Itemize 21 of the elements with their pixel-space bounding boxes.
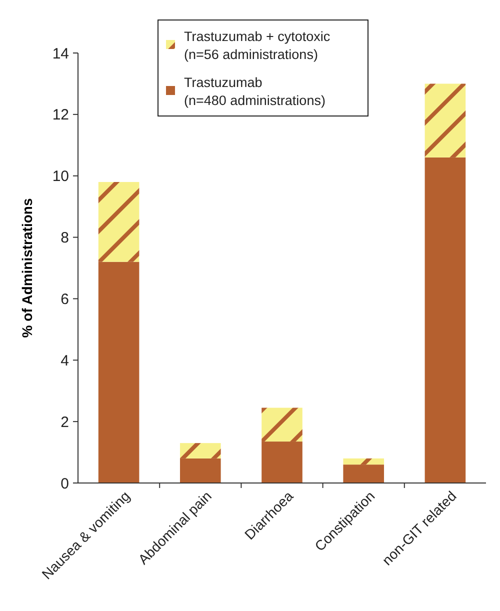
y-tick-label: 14: [52, 45, 69, 62]
bar: [180, 443, 221, 458]
bar: [98, 262, 140, 483]
y-tick-label: 2: [60, 414, 69, 431]
bar: [262, 442, 302, 483]
bar: [180, 458, 221, 483]
legend-label: Trastuzumab (n=480 administrations): [184, 75, 326, 108]
y-tick-label: 12: [52, 106, 69, 124]
bar: [262, 408, 302, 442]
bar: [343, 458, 384, 465]
bar: [98, 182, 140, 262]
y-axis-title: % of Administrations: [19, 198, 35, 338]
bar: [424, 157, 466, 483]
bar: [424, 84, 466, 158]
y-tick-label: 6: [60, 290, 69, 308]
y-tick-label: 0: [60, 475, 69, 492]
y-tick-label: 8: [60, 230, 69, 247]
y-tick-label: 10: [52, 168, 69, 186]
bar: [343, 464, 384, 483]
legend-label: Trastuzumab + cytotoxic (n=56 administrations): [184, 29, 330, 62]
y-tick-label: 4: [60, 352, 69, 370]
